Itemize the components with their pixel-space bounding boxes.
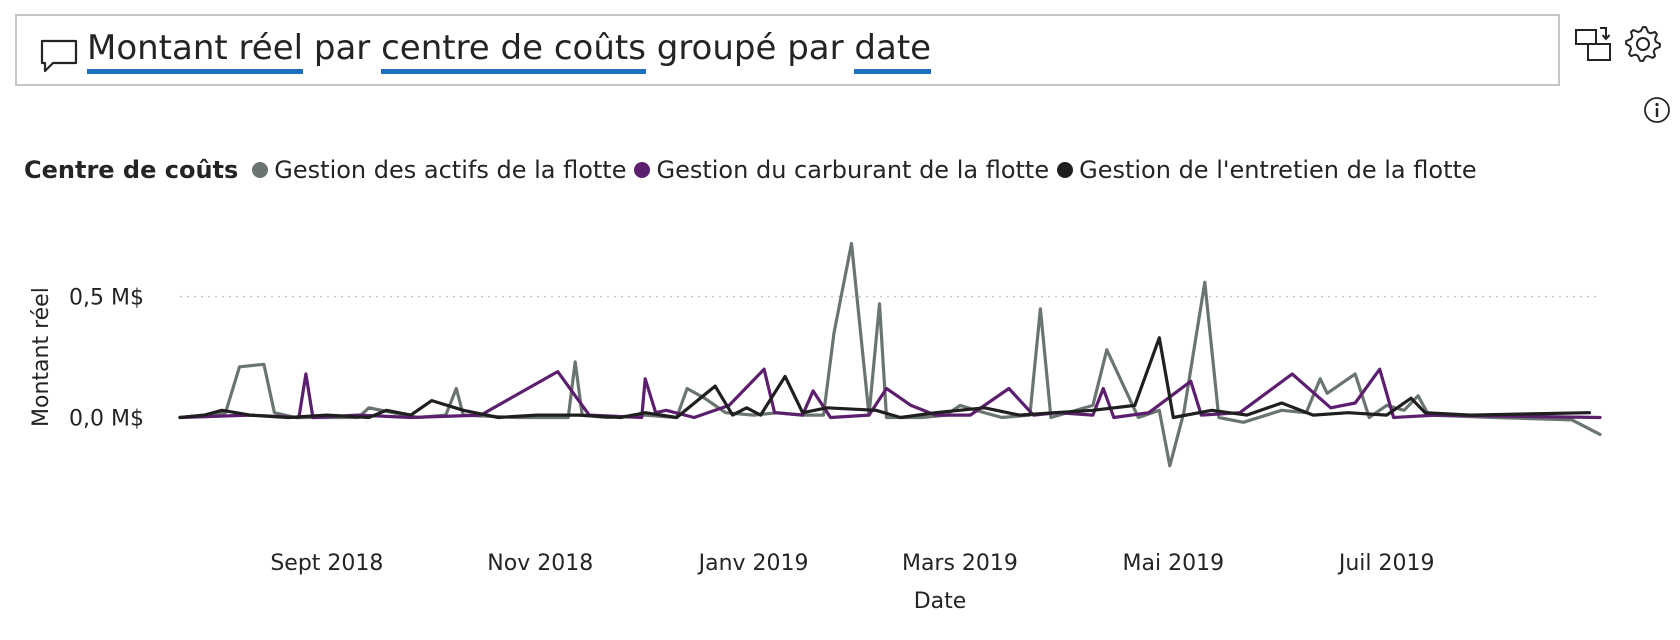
x-tick-label: Sept 2018 — [270, 551, 383, 576]
y-axis-title: Montant réel — [29, 287, 54, 427]
x-axis-title: Date — [914, 589, 967, 614]
qa-question-text[interactable]: Montant réel par centre de coûts groupé … — [87, 26, 932, 74]
legend-label-carburant: Gestion du carburant de la flotte — [656, 156, 1050, 184]
x-tick-label: Nov 2018 — [487, 551, 593, 576]
legend-label-actifs: Gestion des actifs de la flotte — [274, 156, 627, 184]
info-icon[interactable] — [1643, 96, 1671, 124]
series-line-2[interactable] — [178, 336, 1592, 420]
convert-visual-icon[interactable] — [1574, 24, 1614, 64]
x-tick-label: Mars 2019 — [902, 551, 1018, 576]
qa-keyword-date: date — [854, 28, 932, 74]
legend-dot-entretien — [1057, 162, 1074, 178]
qa-question-box[interactable]: Montant réel par centre de coûts groupé … — [15, 14, 1560, 86]
x-tick-label: Mai 2019 — [1123, 551, 1225, 576]
chart-legend: Centre de coûts Gestion des actifs de la… — [24, 156, 1485, 184]
line-chart: 0,0 M$ 0,5 M$ Sept 2018 Nov 2018 Janv 2019 Ma… — [29, 241, 1602, 614]
y-tick-label: 0,0 M$ — [69, 407, 144, 432]
legend-label-entretien: Gestion de l'entretien de la flotte — [1079, 156, 1477, 184]
legend-dot-carburant — [634, 162, 651, 178]
x-tick-label: Janv 2019 — [697, 551, 809, 576]
speech-bubble-icon — [40, 39, 78, 73]
qa-connector-text: par — [303, 28, 382, 68]
legend-item-entretien[interactable]: Gestion de l'entretien de la flotte — [1057, 156, 1477, 184]
y-tick-label: 0,5 M$ — [69, 286, 144, 311]
x-tick-label: Juil 2019 — [1337, 551, 1435, 576]
legend-title: Centre de coûts — [24, 156, 239, 184]
legend-item-carburant[interactable]: Gestion du carburant de la flotte — [634, 156, 1049, 184]
qa-keyword-measure: Montant réel — [87, 28, 304, 74]
gear-icon[interactable] — [1623, 24, 1663, 64]
series-line-0[interactable] — [178, 241, 1602, 468]
qa-connector-text: groupé par — [645, 28, 855, 68]
qa-keyword-category: centre de coûts — [381, 28, 646, 74]
legend-item-actifs[interactable]: Gestion des actifs de la flotte — [252, 156, 626, 184]
legend-dot-actifs — [252, 162, 269, 178]
